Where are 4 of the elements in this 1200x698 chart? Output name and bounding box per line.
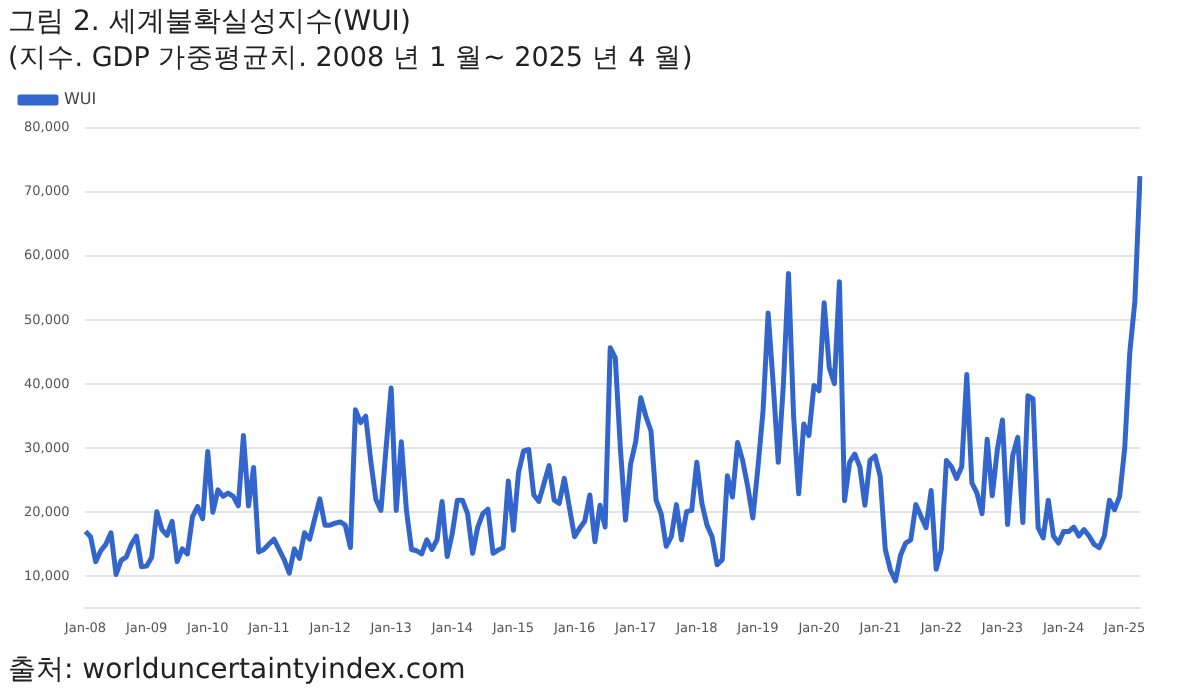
legend-label: WUI bbox=[64, 90, 97, 109]
chart-subtitle: (지수. GDP 가중평균치. 2008 년 1 월~ 2025 년 4 월) bbox=[8, 40, 693, 76]
source-note: 출처: worlduncertaintyindex.com bbox=[8, 652, 466, 688]
chart-title: 그림 2. 세계불확실성지수(WUI) bbox=[8, 4, 411, 40]
